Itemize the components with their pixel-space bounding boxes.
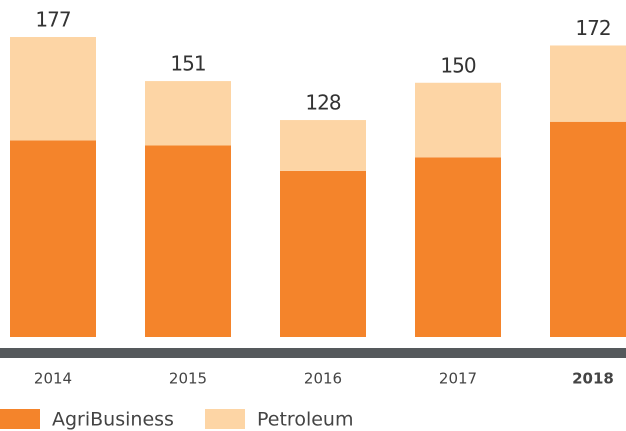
bar-segment bbox=[280, 170, 366, 337]
bar-segment bbox=[10, 140, 96, 337]
bar-segment bbox=[145, 145, 231, 337]
legend-swatch bbox=[0, 409, 40, 429]
axis-bar bbox=[0, 348, 626, 358]
x-tick-label: 2014 bbox=[34, 370, 72, 388]
bar-segment bbox=[415, 82, 501, 158]
legend-swatch bbox=[205, 409, 245, 429]
x-tick-label: 2015 bbox=[169, 370, 207, 388]
x-tick-label: 2017 bbox=[439, 370, 477, 388]
total-label: 177 bbox=[35, 8, 70, 32]
legend-label: Petroleum bbox=[257, 409, 353, 431]
bar-segment bbox=[415, 157, 501, 337]
bar-segment bbox=[280, 120, 366, 171]
legend-label: AgriBusiness bbox=[52, 409, 174, 431]
total-label: 172 bbox=[575, 16, 610, 40]
bar-segment bbox=[10, 37, 96, 141]
x-tick-label: 2018 bbox=[572, 370, 614, 388]
bar-segment bbox=[550, 45, 626, 122]
bar-segment bbox=[145, 81, 231, 146]
total-label: 150 bbox=[440, 53, 475, 77]
bar-segment bbox=[550, 121, 626, 338]
total-label: 128 bbox=[305, 91, 340, 115]
x-tick-label: 2016 bbox=[304, 370, 342, 388]
total-label: 151 bbox=[170, 52, 205, 76]
